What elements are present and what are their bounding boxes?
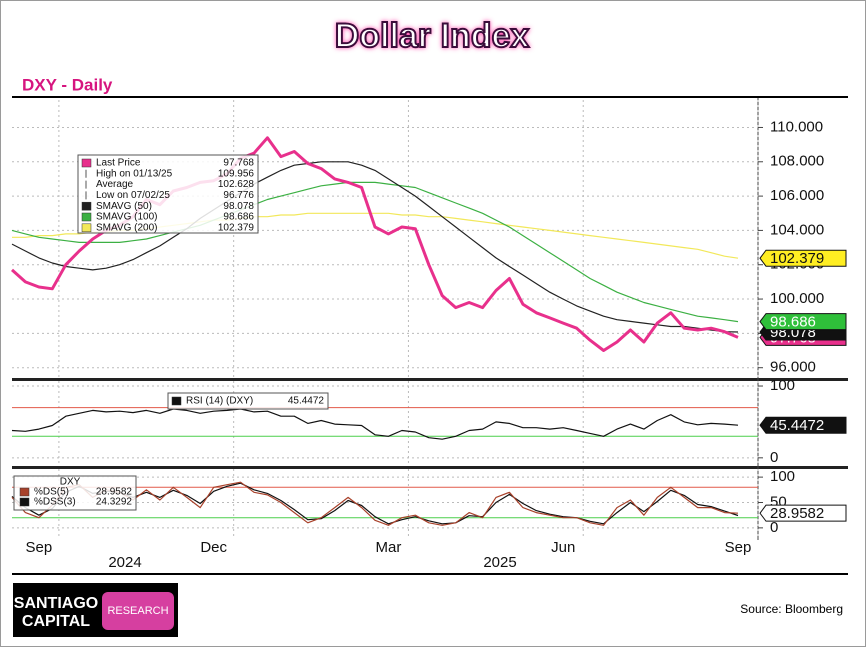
legend-box: [167, 392, 329, 410]
x-tick-label: Jun: [551, 539, 575, 556]
legend-label: High on 01/13/25: [96, 168, 173, 179]
x-tick-label: Sep: [725, 539, 752, 556]
legend-label: %DSS(3): [34, 497, 76, 508]
legend-value: 98.686: [223, 212, 254, 223]
x-tick-label: Dec: [200, 539, 227, 556]
logo-badge-text: RESEARCH: [107, 605, 168, 617]
value-tag-box: [759, 249, 847, 267]
x-group-label: 2024: [108, 554, 141, 571]
value-tag-box: [759, 504, 847, 522]
value-tag-label: 45.4472: [770, 417, 824, 434]
legend-value: 24.3292: [96, 497, 133, 508]
legend-swatch: [81, 158, 92, 168]
y-tick-label: 100.000: [770, 290, 824, 307]
value-tag: 102.379: [759, 249, 847, 267]
x-tick-label: Mar: [376, 539, 402, 556]
legend-value: 102.628: [218, 179, 255, 190]
value-tag: 28.9582: [759, 504, 847, 522]
value-tag-box: [759, 313, 847, 331]
logo-badge: [102, 592, 174, 630]
legend-label: SMAVG (50): [96, 201, 152, 212]
y-tick-label: 100: [770, 468, 795, 485]
series-line: [11, 161, 739, 333]
legend-label: Average: [96, 179, 134, 190]
value-tag: 45.4472: [759, 416, 847, 434]
x-group-label: 2025: [483, 554, 516, 571]
logo-text: SANTIAGO: [14, 595, 98, 612]
y-tick-label: 108.000: [770, 153, 824, 170]
legend-box: [13, 475, 137, 511]
legend-label: SMAVG (100): [96, 212, 158, 223]
legend-label: %DS(5): [34, 487, 69, 498]
y-tick-label: 0: [770, 449, 778, 466]
legend-title: DXY: [60, 477, 81, 488]
legend-value: 45.4472: [288, 396, 325, 407]
series-line: [11, 408, 739, 440]
chart-subtitle: DXY - Daily: [22, 75, 113, 94]
legend-value: 28.9582: [96, 487, 133, 498]
legend-value: 102.379: [218, 222, 255, 233]
value-tag-box: [759, 416, 847, 434]
legend-value: 97.768: [223, 158, 254, 169]
chart-title: Dollar Index: [335, 17, 530, 55]
legend-value: 98.078: [223, 201, 254, 212]
y-tick-label: 100: [770, 377, 795, 394]
legend-label: RSI (14) (DXY): [186, 396, 253, 407]
value-tag: 98.686: [759, 313, 847, 331]
x-tick-label: Sep: [26, 539, 53, 556]
logo: SANTIAGO CAPITAL RESEARCH: [13, 583, 178, 637]
series-line: [11, 181, 739, 323]
logo-text: CAPITAL: [22, 613, 90, 630]
value-tag-label: 102.379: [770, 250, 824, 267]
y-tick-label: 106.000: [770, 187, 824, 204]
legend-swatch: [171, 396, 182, 406]
legend-swatch: [19, 497, 30, 507]
source-note: Source: Bloomberg: [740, 602, 843, 616]
y-tick-label: 0: [770, 519, 778, 536]
value-tag-label: 98.686: [770, 314, 816, 331]
legend-value: 109.956: [218, 168, 255, 179]
y-tick-label: 96.000: [770, 359, 816, 376]
legend-swatch: [81, 212, 92, 222]
legend-label: Low on 07/02/25: [96, 190, 170, 201]
legend-value: 96.776: [223, 190, 254, 201]
y-tick-label: 110.000: [770, 118, 823, 135]
legend-swatch: [81, 201, 92, 211]
legend-label: SMAVG (200): [96, 222, 158, 233]
legend-label: Last Price: [96, 158, 141, 169]
y-tick-label: 104.000: [770, 221, 824, 238]
legend-box: [77, 154, 259, 234]
legend-swatch: [81, 223, 92, 233]
value-tag-label: 28.9582: [770, 505, 824, 522]
legend-swatch: [19, 487, 30, 497]
